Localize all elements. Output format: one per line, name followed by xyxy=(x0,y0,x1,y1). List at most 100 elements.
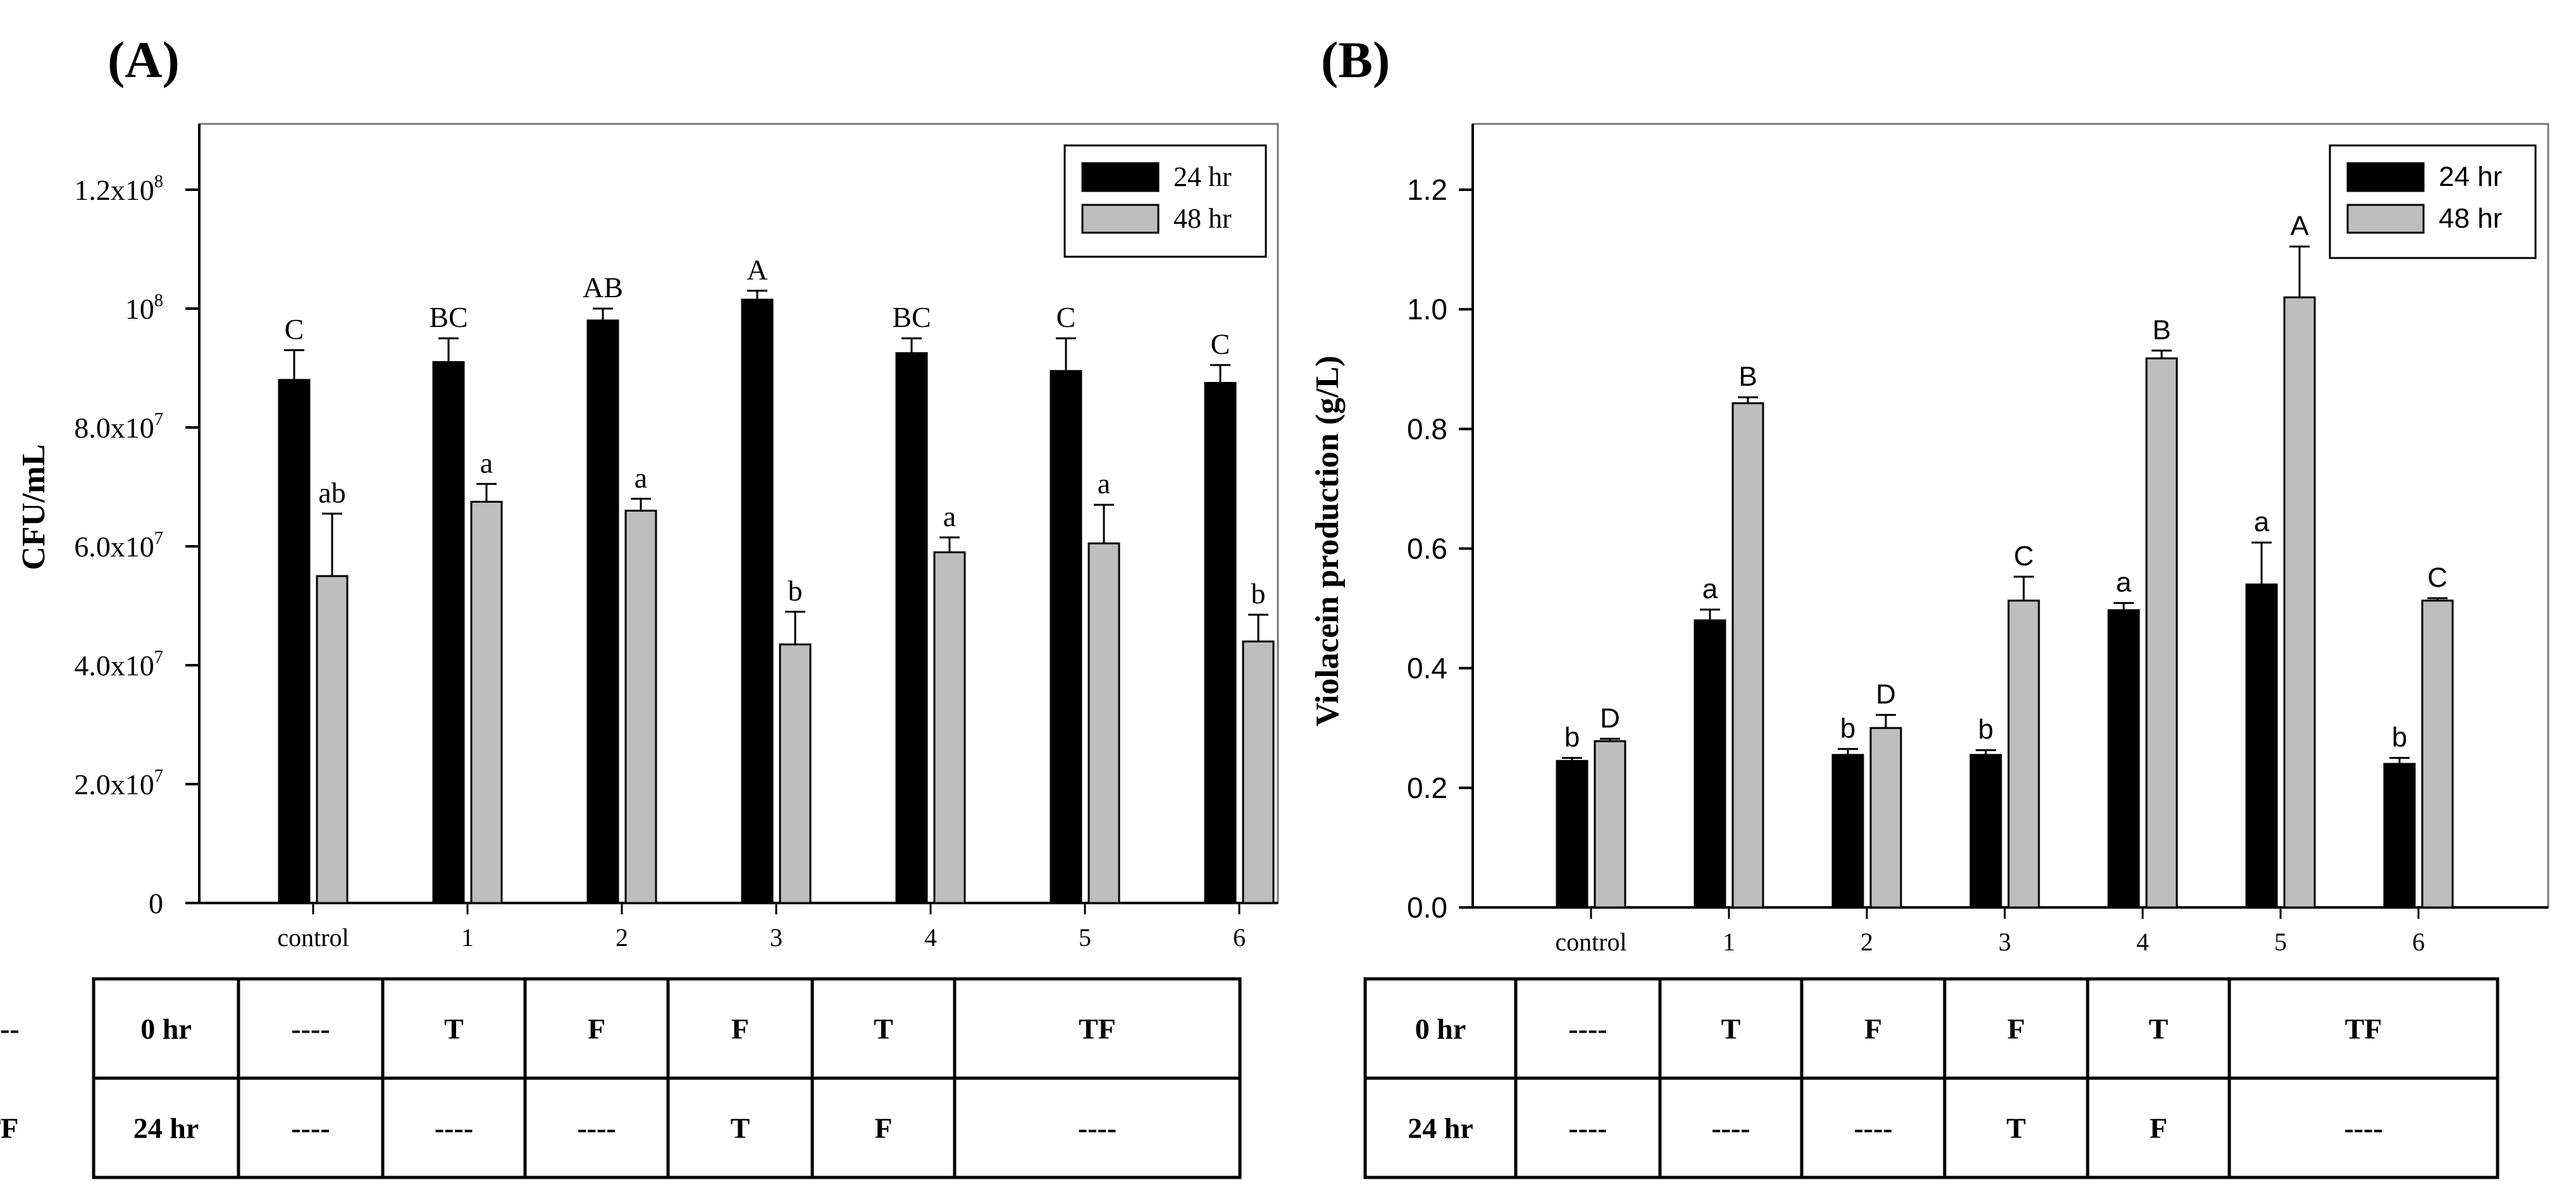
bar-48hr-1 xyxy=(470,501,503,904)
significance-letter: a xyxy=(2116,567,2132,598)
table-cell: TF xyxy=(0,1112,18,1145)
y-tick-label: 6.0x107 xyxy=(74,529,163,563)
significance-letter: a xyxy=(635,462,647,494)
significance-letter: ab xyxy=(318,476,345,508)
y-tick-label: 0.8 xyxy=(1407,412,1447,445)
significance-letter: C xyxy=(2427,562,2448,593)
significance-letter: A xyxy=(746,254,767,286)
y-tick-label: 1.2 xyxy=(1407,173,1447,206)
x-tick-label: 3 xyxy=(770,923,783,952)
bar-24hr-6 xyxy=(1204,382,1237,904)
significance-letter: BC xyxy=(892,301,931,333)
bar-24hr-3 xyxy=(741,298,774,904)
significance-letter: BC xyxy=(429,301,468,333)
significance-letter: B xyxy=(1738,361,1757,392)
bar-48hr-6 xyxy=(1242,640,1275,904)
bar-24hr-4 xyxy=(2107,609,2140,909)
significance-letter: AB xyxy=(583,271,623,304)
table-cell: ---- xyxy=(2344,1112,2382,1145)
bar-24hr-1 xyxy=(1694,619,1726,909)
table-cell: F xyxy=(588,1013,605,1045)
legend-label-24hr: 24 hr xyxy=(1173,161,1232,192)
legend-label-48hr: 48 hr xyxy=(2439,203,2502,234)
significance-letter: a xyxy=(1098,467,1110,500)
bar-48hr-control xyxy=(316,575,349,904)
y-tick-label: 0.2 xyxy=(1407,771,1447,804)
y-tick-label: 1.0 xyxy=(1407,293,1447,326)
y-axis-label: Violacein production (g/L) xyxy=(1310,355,1346,726)
table-cell: ---- xyxy=(0,1013,20,1045)
legend-label-48hr: 48 hr xyxy=(1173,203,1232,234)
y-axis-label: CFU/mL xyxy=(16,444,52,570)
significance-letter: a xyxy=(943,500,956,532)
legend-swatch-48hr xyxy=(2346,204,2425,234)
significance-letter: b xyxy=(1564,722,1580,753)
bar-24hr-2 xyxy=(586,319,619,904)
table-cell: F xyxy=(2150,1112,2167,1145)
x-tick-label: 6 xyxy=(2412,928,2425,956)
bar-48hr-3 xyxy=(779,643,812,904)
x-tick-label: 5 xyxy=(2274,928,2287,956)
table-cell: T xyxy=(1721,1013,1741,1045)
legend-swatch-24hr xyxy=(1081,162,1160,192)
significance-letter: b xyxy=(1978,714,1993,745)
table-cell: T xyxy=(731,1112,750,1145)
x-tick-label: 4 xyxy=(2136,928,2149,956)
y-tick-label: 2.0x107 xyxy=(74,766,163,801)
legend-box xyxy=(1063,144,1267,258)
bar-48hr-2 xyxy=(624,510,657,904)
table-cell: T xyxy=(444,1013,464,1045)
legend-swatch-48hr xyxy=(1081,204,1160,234)
bar-24hr-5 xyxy=(1050,370,1082,904)
significance-letter: b xyxy=(1840,713,1855,744)
table-row-label: 0 hr xyxy=(140,1013,192,1045)
x-tick-label: 6 xyxy=(1233,923,1246,952)
bar-48hr-3 xyxy=(2007,599,2040,909)
x-tick-label: 4 xyxy=(924,923,937,952)
table-cell: ---- xyxy=(577,1112,616,1145)
table-cell: ---- xyxy=(1854,1112,1892,1145)
bar-24hr-4 xyxy=(895,352,928,904)
y-tick-label: 4.0x107 xyxy=(74,648,163,682)
table-cell: ---- xyxy=(291,1013,330,1045)
panel-b: (B) 0.0 0.2 0.4 0.6 0.8 1.0 1.2 Violacein produ… xyxy=(0,31,2549,1179)
panel-b-label: (B) xyxy=(1321,31,1390,89)
y-tick-label: 0.0 xyxy=(1407,891,1447,924)
significance-letter: a xyxy=(1702,574,1718,605)
table-row-label: 24 hr xyxy=(1408,1112,1473,1145)
panel-a-label: (A) xyxy=(108,31,180,89)
y-tick-label: 0.6 xyxy=(1407,532,1447,565)
significance-letter: a xyxy=(480,446,493,479)
x-tick-label: control xyxy=(1555,928,1626,956)
significance-letter: C xyxy=(2014,541,2034,572)
panel-a: (A) 0 2.0x107 4.0x107 6.0x107 8.0x107 108 1.2x… xyxy=(0,31,1279,1179)
x-tick-label: 1 xyxy=(1723,928,1735,956)
legend-label-24hr: 24 hr xyxy=(2439,161,2502,192)
bar-24hr-3 xyxy=(1969,754,2002,909)
significance-letter: C xyxy=(1211,328,1230,360)
bar-48hr-4 xyxy=(933,551,966,904)
bar-48hr-6 xyxy=(2421,599,2454,909)
bar-48hr-2 xyxy=(1869,727,1902,909)
significance-letter: b xyxy=(2392,722,2407,753)
table-cell: ---- xyxy=(1568,1112,1607,1145)
table-row-label: 0 hr xyxy=(1415,1013,1466,1045)
bar-24hr-1 xyxy=(432,361,465,904)
table-cell: ---- xyxy=(1078,1112,1117,1145)
x-tick-label: control xyxy=(277,923,349,952)
table-cell: T xyxy=(2007,1112,2026,1145)
table-row-label: 24 hr xyxy=(133,1112,199,1145)
bar-24hr-control xyxy=(1556,759,1588,909)
table-cell: TF xyxy=(0,1112,18,1145)
bar-48hr-4 xyxy=(2145,357,2178,909)
y-tick-label: 108 xyxy=(125,291,163,325)
bar-48hr-control xyxy=(1594,740,1626,909)
significance-letter: D xyxy=(1876,679,1896,710)
significance-letter: C xyxy=(285,313,304,345)
x-tick-label: 2 xyxy=(1861,928,1873,956)
significance-letter: b xyxy=(788,574,803,606)
bar-24hr-control xyxy=(278,379,311,904)
